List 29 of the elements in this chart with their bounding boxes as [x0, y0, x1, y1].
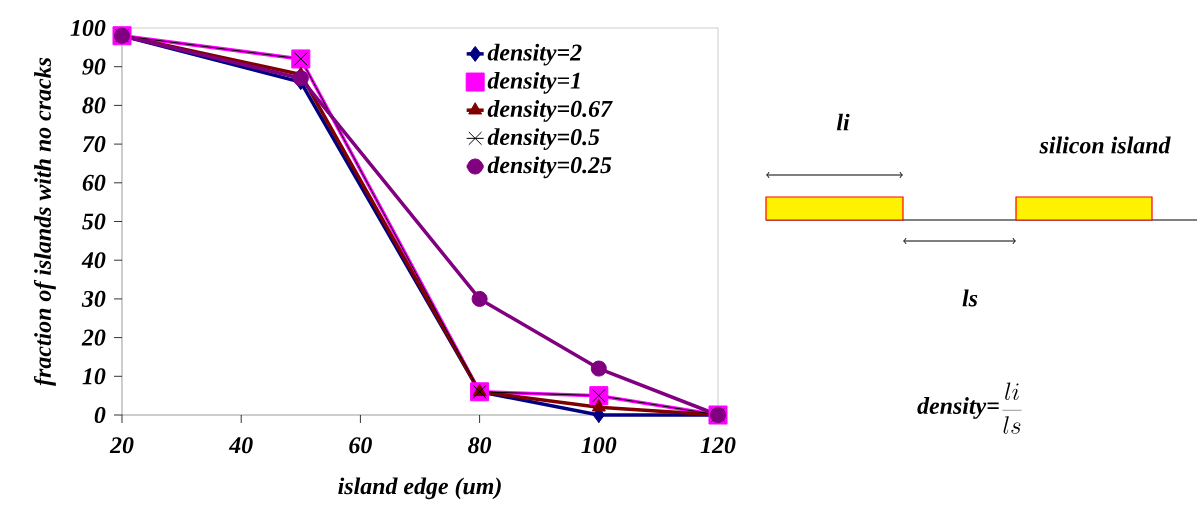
text: li: [836, 113, 850, 131]
y-tick-label: 60: [82, 174, 106, 191]
text: ls: [962, 289, 978, 307]
y-tick-label: 80: [82, 97, 106, 114]
y-tick-label: 20: [81, 329, 106, 346]
x-tick-label: 120: [700, 437, 736, 454]
y-tick-label: 50: [82, 213, 106, 230]
x-tick-label: 80: [468, 437, 492, 454]
y-axis-title: fraction of islands with no cracks: [33, 57, 56, 386]
legend-label: density=2: [487, 43, 582, 66]
y-tick-label: 10: [82, 368, 106, 385]
y-tick-label: 70: [82, 136, 106, 153]
legend-label: density=0.25: [487, 156, 612, 179]
text: density=: [917, 397, 999, 419]
legend-label: density=0.5: [487, 128, 600, 151]
x-tick-label: 100: [581, 437, 617, 454]
y-tick-label: 0: [94, 406, 106, 424]
legend-label: density=1: [487, 71, 580, 94]
legend-label: density=0.67: [487, 100, 613, 122]
text: $\frac{li}{ls}$: [1002, 382, 1022, 434]
y-tick-label: 100: [70, 19, 106, 37]
x-tick-label: 40: [228, 437, 253, 454]
y-tick-label: 40: [81, 252, 106, 269]
x-tick-label: 60: [349, 437, 372, 454]
y-tick-label: 30: [81, 290, 106, 307]
x-axis-title: island edge (um): [338, 477, 501, 500]
text: silicon island: [1039, 136, 1171, 154]
y-tick-label: 90: [82, 58, 106, 75]
x-tick-label: 20: [109, 437, 134, 454]
